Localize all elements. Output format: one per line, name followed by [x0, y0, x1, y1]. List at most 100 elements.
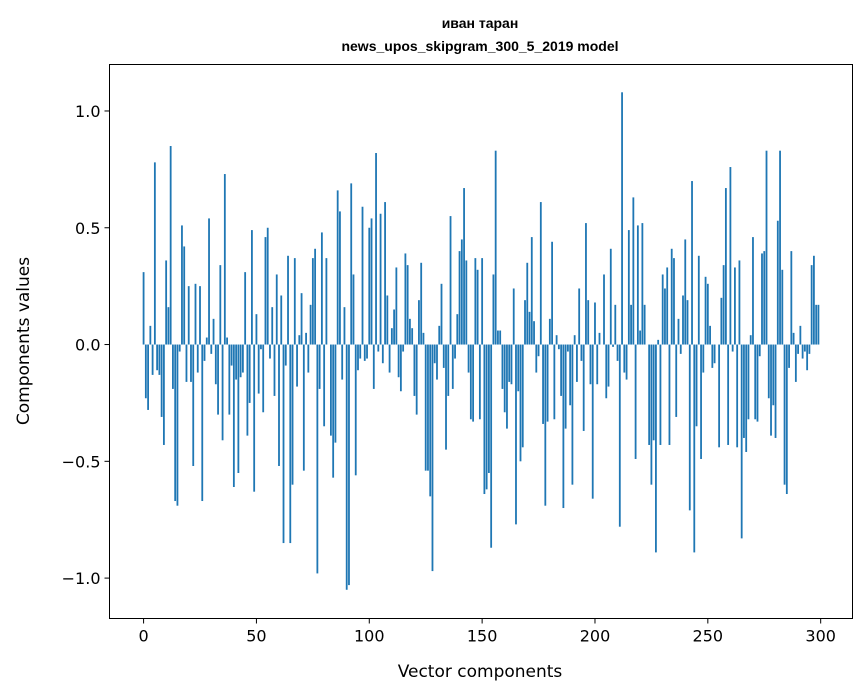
bar-component-187 — [564, 344, 567, 429]
bar-component-231 — [664, 288, 666, 345]
bar-component-98 — [363, 344, 366, 361]
bar-component-201 — [596, 344, 599, 385]
bar-component-232 — [666, 267, 669, 345]
bar-component-16 — [178, 344, 181, 352]
bar-component-154 — [490, 344, 493, 548]
bar-component-167 — [519, 344, 522, 462]
bar-component-171 — [528, 311, 531, 345]
bar-component-126 — [427, 344, 429, 471]
bar-component-61 — [280, 295, 283, 345]
bar-component-73 — [307, 344, 310, 373]
bar-component-253 — [713, 344, 716, 364]
y-axis-label: Components values — [14, 257, 34, 425]
bar-component-291 — [799, 325, 802, 345]
bar-component-31 — [212, 318, 215, 345]
bar-component-104 — [377, 344, 380, 352]
bar-component-116 — [404, 253, 407, 345]
bar-component-248 — [702, 344, 705, 373]
bar-component-111 — [393, 309, 396, 345]
bar-component-214 — [625, 344, 628, 380]
bar-component-277 — [767, 344, 770, 399]
bar-component-63 — [284, 344, 287, 366]
bar-component-3 — [149, 325, 152, 345]
bar-component-1 — [144, 344, 147, 399]
bar-component-230 — [661, 274, 664, 345]
bar-component-0 — [142, 272, 145, 345]
bar-component-15 — [176, 344, 179, 506]
bar-component-66 — [291, 344, 294, 485]
bar-component-65 — [289, 344, 292, 544]
bar-component-235 — [673, 258, 675, 345]
bar-component-39 — [230, 344, 233, 366]
bar-component-127 — [429, 344, 432, 497]
bar-component-264 — [738, 260, 741, 345]
bar-component-278 — [770, 344, 772, 436]
bar-component-35 — [221, 344, 224, 441]
bar-component-182 — [553, 344, 556, 420]
bar-component-14 — [174, 344, 177, 502]
x-axis: 0 50 100 150 200 250 300 — [138, 618, 836, 646]
bar-component-270 — [752, 237, 754, 345]
bar-component-69 — [298, 335, 301, 345]
x-tick-label: 200 — [580, 627, 611, 646]
bar-component-21 — [190, 344, 192, 382]
bar-component-271 — [754, 344, 757, 420]
bar-component-90 — [345, 344, 348, 590]
bar-component-244 — [693, 344, 696, 553]
bar-component-196 — [585, 223, 587, 345]
bar-component-213 — [623, 344, 626, 373]
x-tick-label: 300 — [805, 627, 836, 646]
bar-component-234 — [670, 248, 673, 345]
bar-component-280 — [774, 344, 777, 438]
bar-component-172 — [530, 237, 533, 345]
bar-component-289 — [794, 344, 797, 382]
bar-component-252 — [711, 344, 714, 368]
bar-component-132 — [440, 283, 443, 345]
bar-component-281 — [776, 220, 779, 345]
bar-component-144 — [467, 344, 470, 373]
bar-component-218 — [634, 344, 637, 459]
bar-component-283 — [781, 269, 784, 345]
bar-component-294 — [806, 344, 809, 371]
bar-component-83 — [330, 344, 332, 436]
bar-component-9 — [162, 344, 165, 445]
bar-component-259 — [727, 344, 730, 445]
bar-component-102 — [372, 344, 375, 389]
bar-component-95 — [357, 344, 359, 371]
bar-component-226 — [652, 344, 655, 441]
bar-component-224 — [648, 344, 651, 445]
bar-component-265 — [740, 344, 743, 539]
bar-component-250 — [706, 283, 709, 345]
bar-component-227 — [655, 344, 657, 553]
plot-frame — [109, 64, 853, 619]
bar-component-290 — [797, 344, 800, 354]
bar-component-96 — [359, 344, 362, 359]
bar-component-109 — [388, 344, 391, 373]
bar-component-269 — [749, 335, 752, 345]
bar-component-177 — [542, 344, 544, 424]
bar-component-179 — [546, 344, 549, 422]
bar-component-246 — [697, 255, 700, 345]
bar-component-155 — [492, 274, 495, 345]
bar-component-128 — [431, 344, 434, 572]
bar-component-208 — [612, 344, 614, 347]
bar-component-274 — [761, 253, 763, 345]
x-tick-label: 150 — [467, 627, 498, 646]
x-tick-label: 50 — [246, 627, 266, 646]
bar-component-185 — [560, 344, 563, 396]
bar-component-168 — [521, 344, 524, 448]
bar-component-91 — [348, 344, 350, 586]
bar-component-133 — [442, 344, 445, 368]
bar-component-17 — [181, 225, 183, 345]
bar-component-153 — [487, 344, 490, 473]
bar-component-194 — [580, 344, 583, 361]
bar-component-124 — [422, 332, 425, 345]
y-tick-label: 1.0 — [75, 102, 100, 121]
bar-component-136 — [449, 216, 452, 345]
bar-component-29 — [208, 218, 210, 345]
bar-component-37 — [226, 337, 228, 345]
x-tick-label: 250 — [693, 627, 724, 646]
bar-component-110 — [390, 328, 393, 345]
bar-component-204 — [603, 274, 605, 345]
